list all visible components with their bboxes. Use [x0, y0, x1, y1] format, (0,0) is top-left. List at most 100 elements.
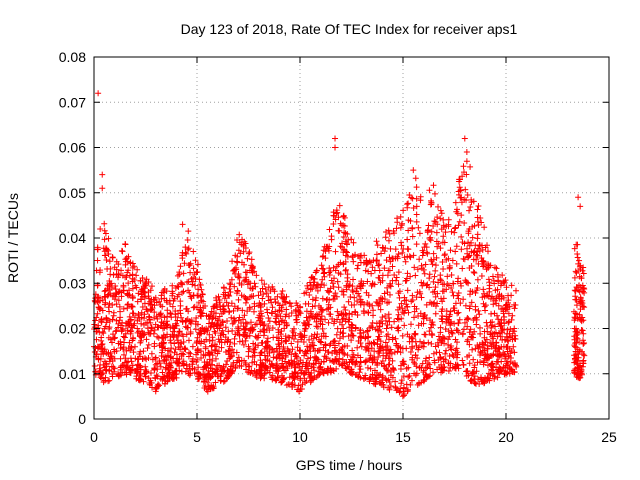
data-point	[130, 335, 137, 342]
data-point	[466, 329, 473, 336]
data-point	[580, 317, 587, 324]
data-point	[358, 343, 365, 350]
data-point	[113, 327, 120, 334]
data-point	[437, 245, 444, 252]
data-point	[194, 261, 201, 268]
data-point	[432, 310, 439, 317]
data-point	[180, 351, 187, 358]
data-point	[368, 270, 375, 277]
data-point	[392, 378, 399, 385]
data-point	[249, 285, 256, 292]
data-point	[314, 323, 321, 330]
data-point	[383, 229, 390, 236]
data-point	[122, 355, 129, 362]
data-point	[106, 367, 113, 374]
data-point	[465, 372, 472, 379]
data-point	[253, 373, 260, 380]
data-point	[242, 240, 249, 247]
data-point	[325, 349, 332, 356]
data-point	[297, 377, 304, 384]
data-point	[186, 262, 193, 269]
data-point	[320, 344, 327, 351]
data-point	[306, 336, 313, 343]
data-point	[439, 258, 446, 265]
data-point	[400, 373, 407, 380]
data-point	[468, 239, 475, 246]
data-point	[157, 375, 164, 382]
data-point	[146, 316, 153, 323]
data-point	[441, 252, 448, 259]
data-point	[431, 218, 438, 225]
data-point	[365, 292, 372, 299]
data-point	[379, 272, 386, 279]
data-point	[101, 293, 108, 300]
data-point	[95, 355, 102, 362]
data-point	[209, 319, 216, 326]
data-point	[210, 303, 217, 310]
data-point	[238, 241, 245, 248]
data-point	[118, 327, 125, 334]
data-point	[216, 297, 223, 304]
data-point	[158, 295, 165, 302]
data-point	[246, 363, 253, 370]
data-point	[411, 330, 418, 337]
data-point	[407, 348, 414, 355]
data-point	[197, 293, 204, 300]
data-point	[182, 346, 189, 353]
data-point	[412, 272, 419, 279]
data-point	[252, 321, 259, 328]
data-point	[462, 186, 469, 193]
data-point	[498, 319, 505, 326]
data-point	[151, 314, 158, 321]
data-point	[442, 229, 449, 236]
data-point	[183, 306, 190, 313]
data-point	[366, 302, 373, 309]
data-point	[463, 197, 470, 204]
data-point	[185, 228, 192, 235]
data-point	[440, 233, 447, 240]
data-point	[145, 313, 152, 320]
data-point	[380, 352, 387, 359]
data-point	[370, 380, 377, 387]
data-point	[173, 333, 180, 340]
data-point	[495, 316, 502, 323]
data-point	[241, 312, 248, 319]
data-point	[393, 340, 400, 347]
data-point	[482, 244, 489, 251]
data-point	[335, 284, 342, 291]
data-point	[195, 364, 202, 371]
data-point	[243, 366, 250, 373]
data-point	[426, 236, 433, 243]
data-point	[99, 346, 106, 353]
data-point	[294, 344, 301, 351]
data-point	[208, 308, 215, 315]
data-point	[361, 301, 368, 308]
data-point	[459, 357, 466, 364]
data-point	[155, 324, 162, 331]
data-point	[450, 280, 457, 287]
data-point	[571, 367, 578, 374]
data-point	[236, 314, 243, 321]
data-point	[121, 334, 128, 341]
data-point	[445, 255, 452, 262]
data-point	[577, 370, 584, 377]
y-tick-label: 0.08	[59, 49, 86, 65]
data-point	[269, 325, 276, 332]
data-point	[496, 369, 503, 376]
data-point	[492, 329, 499, 336]
data-point	[305, 369, 312, 376]
data-point	[334, 316, 341, 323]
data-point	[330, 220, 337, 227]
data-point	[139, 275, 146, 282]
data-point	[126, 272, 133, 279]
data-point	[397, 344, 404, 351]
data-point	[492, 323, 499, 330]
data-point	[575, 194, 582, 201]
data-point	[300, 319, 307, 326]
data-point	[329, 350, 336, 357]
data-point	[272, 375, 279, 382]
data-point	[426, 361, 433, 368]
data-point	[424, 360, 431, 367]
data-point	[376, 379, 383, 386]
data-point	[439, 316, 446, 323]
